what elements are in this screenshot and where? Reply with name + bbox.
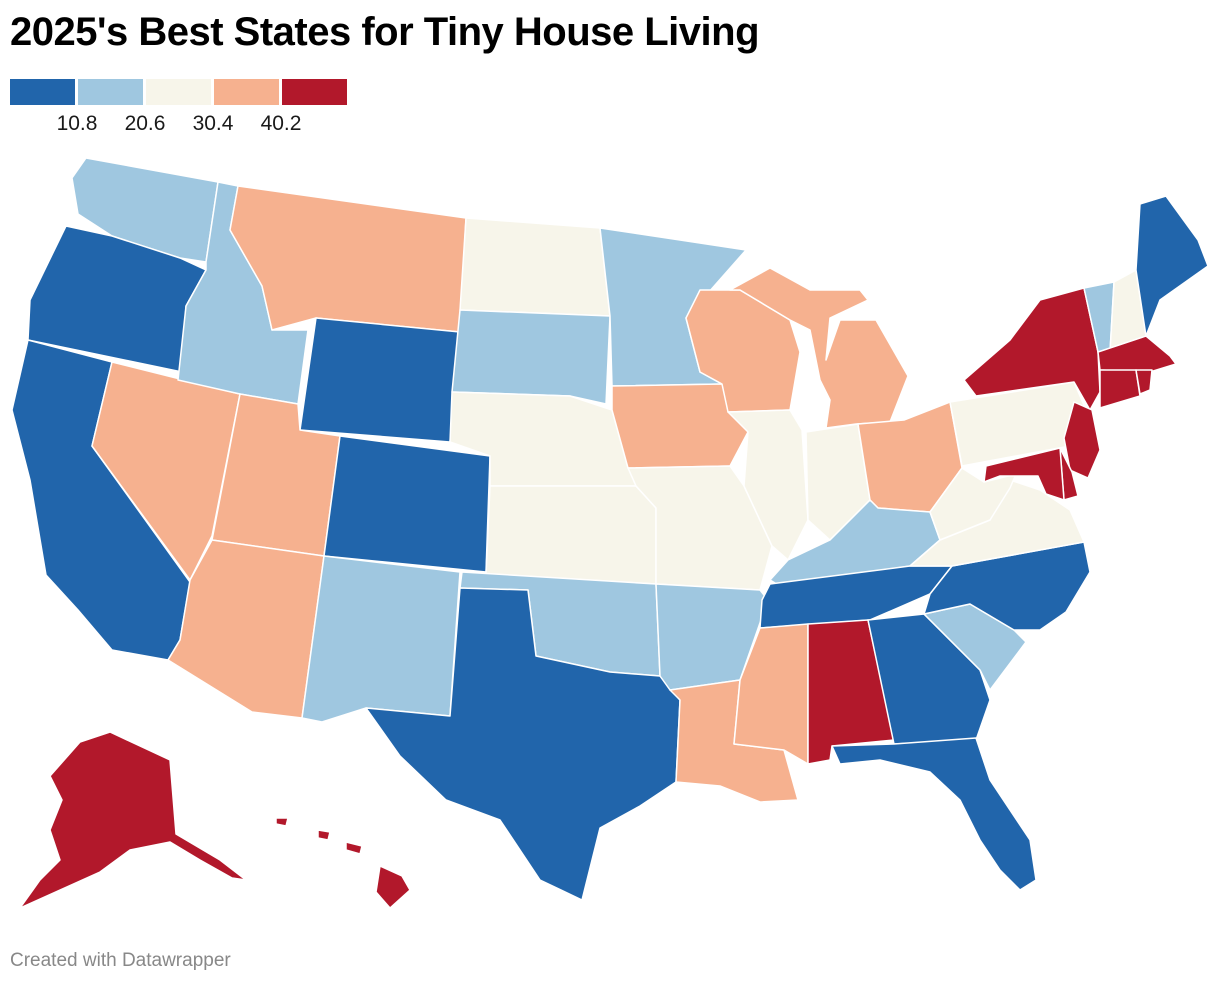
state-south-dakota[interactable] — [451, 309, 611, 405]
legend-swatch-5 — [282, 79, 347, 105]
state-pennsylvania[interactable] — [949, 381, 1087, 467]
state-texas[interactable] — [365, 587, 681, 901]
state-kansas[interactable] — [485, 485, 657, 585]
legend-swatch-4 — [214, 79, 279, 105]
legend-swatch-2 — [78, 79, 143, 105]
state-wyoming[interactable] — [299, 317, 461, 443]
state-west-virginia[interactable] — [929, 467, 1017, 541]
state-new-mexico[interactable] — [301, 555, 461, 723]
state-rhode-island[interactable] — [1135, 369, 1153, 395]
attribution-footer: Created with Datawrapper — [10, 950, 231, 971]
state-maryland[interactable] — [983, 447, 1065, 501]
state-hawaii[interactable] — [275, 817, 411, 909]
color-legend: 10.8 20.6 30.4 40.2 — [10, 79, 350, 135]
state-alaska[interactable] — [19, 731, 247, 909]
legend-tick-3: 30.4 — [192, 112, 234, 135]
state-north-dakota[interactable] — [459, 217, 611, 317]
state-colorado[interactable] — [323, 435, 491, 573]
legend-swatches — [10, 79, 350, 105]
legend-swatch-1 — [10, 79, 75, 105]
state-new-jersey[interactable] — [1063, 401, 1101, 479]
state-maine[interactable] — [1135, 195, 1209, 337]
state-florida[interactable] — [831, 737, 1037, 891]
legend-tick-1: 10.8 — [56, 112, 98, 135]
state-michigan[interactable] — [729, 267, 909, 429]
legend-tick-4: 40.2 — [260, 112, 302, 135]
legend-tick-2: 20.6 — [124, 112, 166, 135]
state-new-york[interactable] — [963, 287, 1101, 411]
legend-swatch-3 — [146, 79, 211, 105]
state-wisconsin[interactable] — [685, 289, 801, 413]
state-connecticut[interactable] — [1099, 369, 1141, 409]
us-choropleth-map — [0, 140, 1220, 920]
map-title: 2025's Best States for Tiny House Living — [10, 10, 760, 54]
